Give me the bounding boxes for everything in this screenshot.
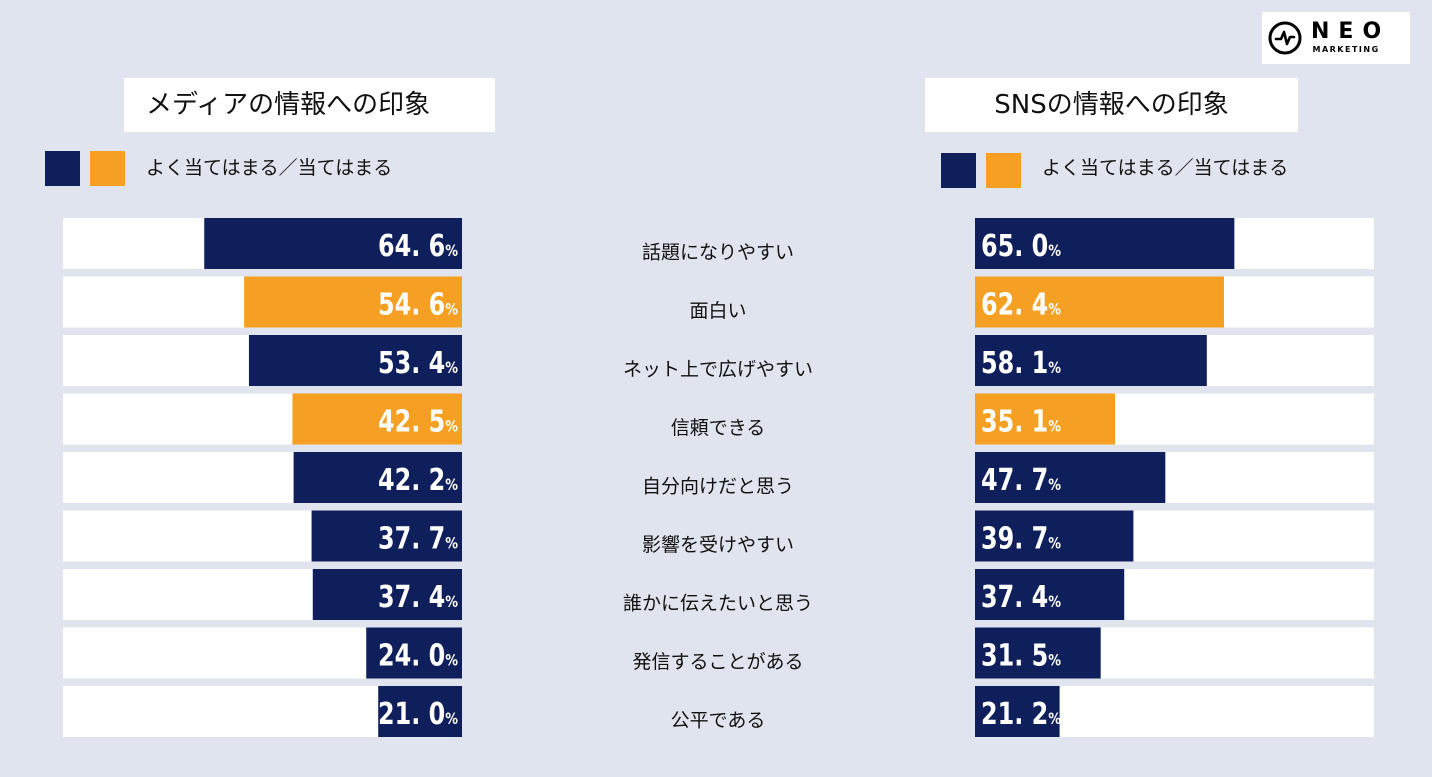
media-value-label: 37. 7% — [378, 522, 458, 557]
media-value-label: 37. 4% — [378, 580, 458, 615]
media-value-label: 64. 6% — [378, 229, 458, 264]
sns-bar — [975, 686, 1060, 737]
media-bar — [292, 393, 462, 445]
sns-value-label: 39. 7% — [981, 522, 1061, 557]
media-bar — [378, 686, 462, 737]
sns-bar — [975, 569, 1125, 620]
media-legend-navy-swatch — [45, 151, 80, 186]
logo-wordmark: NEO — [1311, 19, 1391, 44]
sns-value-label: 58. 1% — [981, 346, 1061, 381]
sns-bar — [975, 335, 1207, 386]
media-panel-title: メディアの情報への印象 — [124, 78, 495, 132]
category-label: 公平である — [671, 710, 766, 732]
category-label: 発信することがある — [632, 651, 803, 673]
media-bar — [248, 335, 462, 386]
sns-legend-label: よく当てはまる／当てはまる — [1042, 157, 1289, 179]
sns-panel-title: SNSの情報への印象 — [925, 78, 1298, 132]
media-bar — [312, 569, 462, 620]
category-label: ネット上で広げやすい — [623, 359, 813, 381]
media-legend-orange-swatch — [90, 151, 125, 186]
sns-value-label: 37. 4% — [981, 580, 1061, 615]
category-label: 面白い — [689, 300, 746, 322]
sns-bar — [975, 510, 1134, 562]
sns-legend-orange-swatch — [986, 153, 1021, 188]
media-bar — [244, 276, 462, 328]
sns-bar — [975, 276, 1224, 328]
sns-value-label: 31. 5% — [981, 639, 1061, 674]
sns-bar — [975, 393, 1116, 445]
sns-value-label: 62. 4% — [981, 288, 1061, 323]
sns-value-label: 35. 1% — [981, 405, 1061, 440]
media-value-label: 53. 4% — [378, 346, 458, 381]
media-value-label: 42. 2% — [378, 463, 458, 498]
sns-bar — [975, 627, 1101, 679]
neo-marketing-logo: NEO MARKETING — [1262, 12, 1410, 64]
category-label: 影響を受けやすい — [642, 534, 794, 556]
media-bar — [204, 218, 462, 269]
media-bar — [366, 627, 462, 679]
media-bar — [293, 452, 462, 503]
media-value-label: 21. 0% — [378, 697, 458, 732]
media-value-label: 54. 6% — [378, 288, 458, 323]
category-label: 話題になりやすい — [642, 242, 794, 264]
media-bar — [311, 510, 462, 562]
sns-value-label: 21. 2% — [981, 697, 1061, 732]
logo-wave-icon — [1268, 21, 1302, 55]
logo-tagline: MARKETING — [1312, 45, 1380, 54]
sns-value-label: 65. 0% — [981, 229, 1061, 264]
category-label: 自分向けだと思う — [642, 476, 794, 498]
media-legend-label: よく当てはまる／当てはまる — [146, 157, 393, 179]
sns-legend-navy-swatch — [941, 153, 976, 188]
media-value-label: 42. 5% — [378, 405, 458, 440]
category-label: 信頼できる — [671, 417, 766, 439]
media-value-label: 24. 0% — [378, 639, 458, 674]
sns-bar — [975, 452, 1166, 503]
category-label: 誰かに伝えたいと思う — [623, 593, 813, 615]
sns-bar — [975, 218, 1235, 269]
sns-value-label: 47. 7% — [981, 463, 1061, 498]
